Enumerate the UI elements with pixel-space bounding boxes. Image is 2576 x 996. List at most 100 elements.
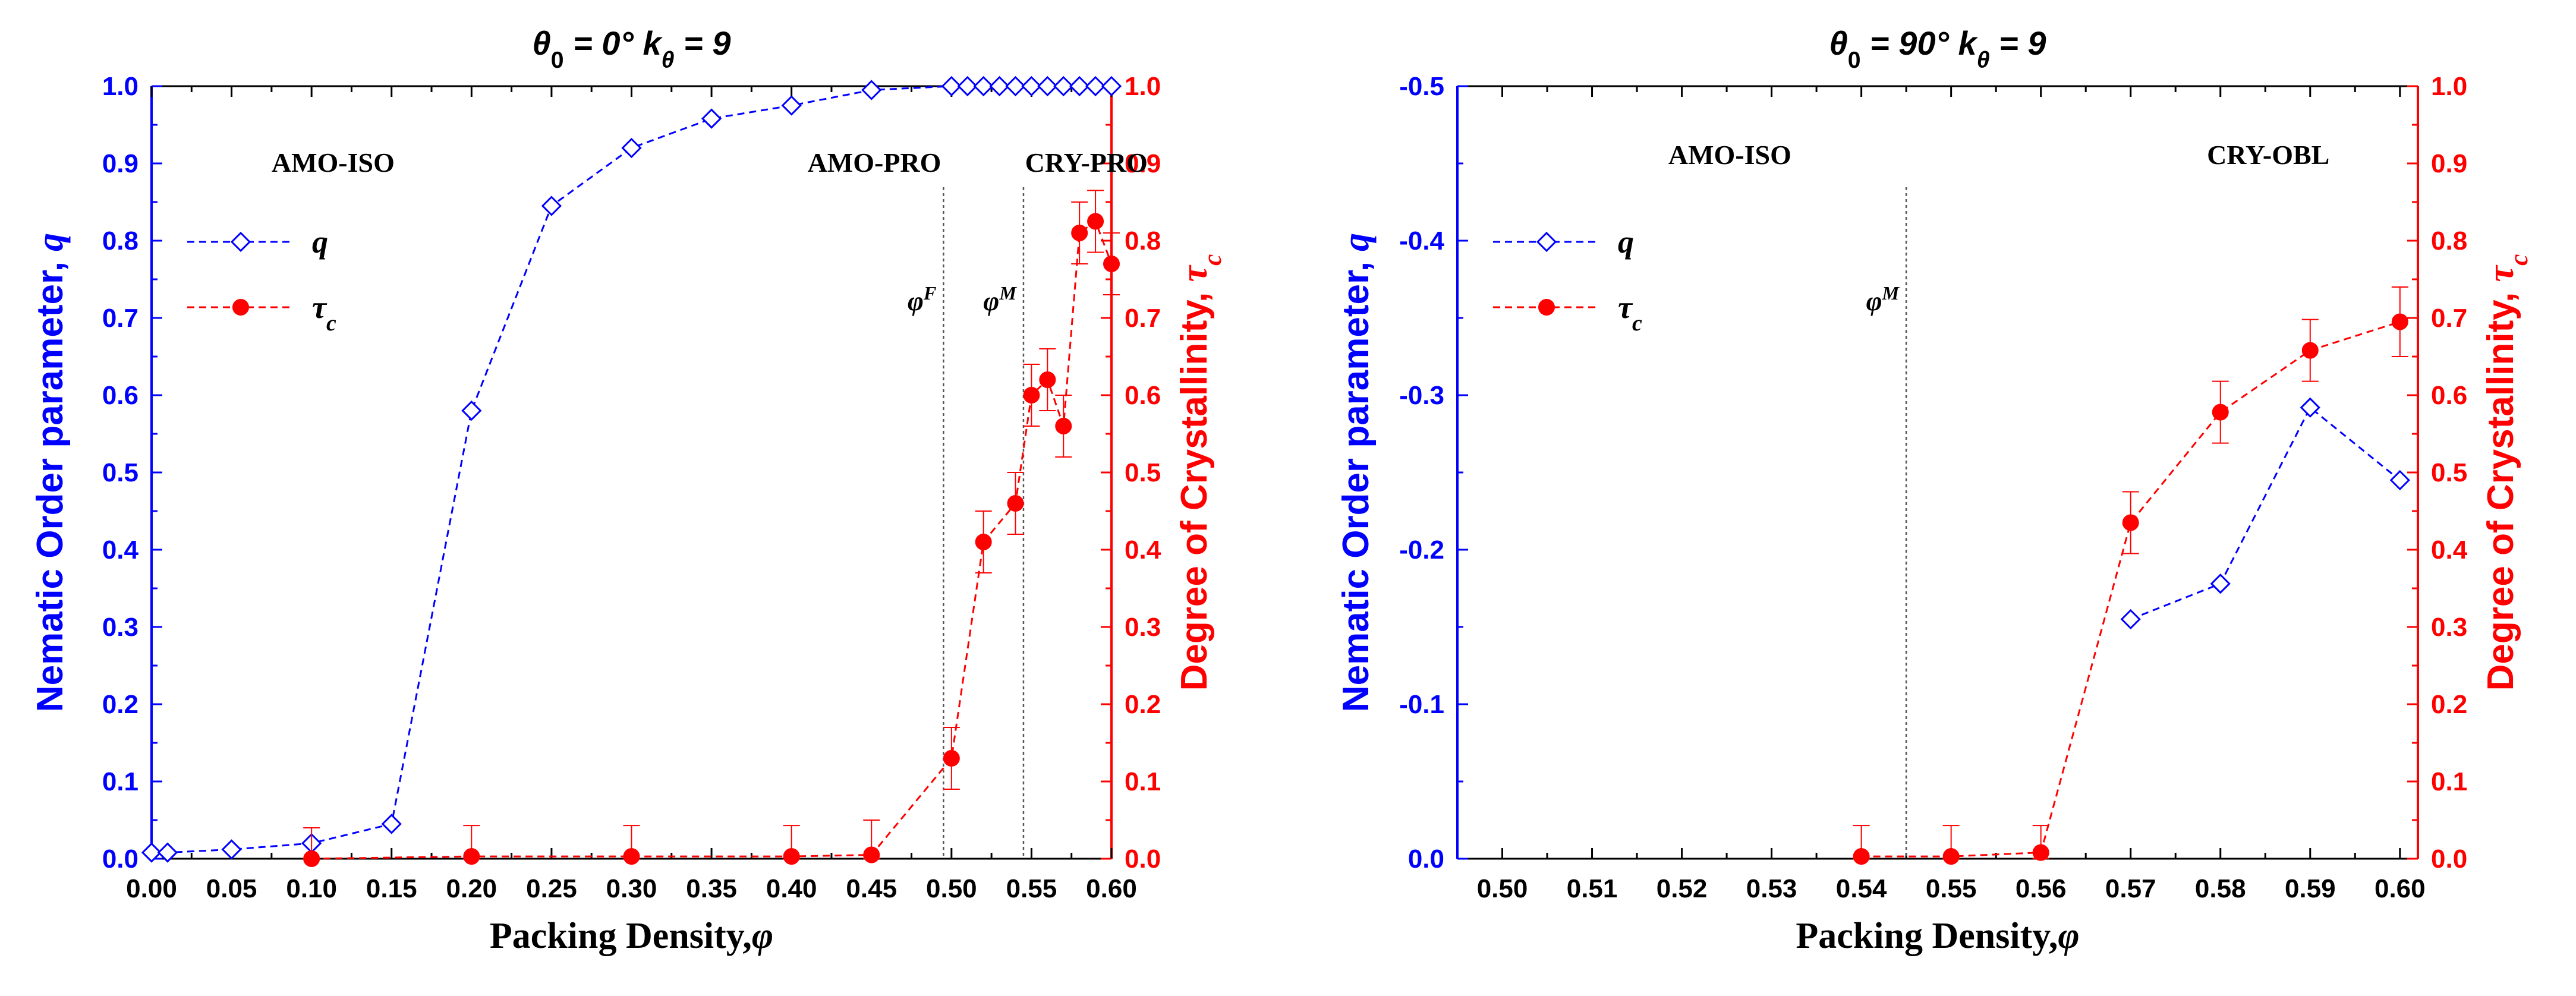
region-label: CRY-PRO bbox=[1025, 147, 1148, 178]
data-point bbox=[1942, 848, 1960, 865]
legend-label: q bbox=[312, 224, 328, 260]
region-label: AMO-ISO bbox=[1668, 140, 1791, 170]
data-point bbox=[943, 750, 960, 767]
x-tick-label: 0.54 bbox=[1836, 874, 1887, 903]
right-y-tick-label: 0.3 bbox=[1125, 613, 1161, 642]
series-line bbox=[2130, 406, 2401, 620]
data-point bbox=[463, 848, 480, 865]
left-y-tick-label: -0.4 bbox=[1399, 226, 1444, 256]
left-y-axis-label: Nematic Order parameter, q bbox=[30, 233, 71, 712]
data-point bbox=[1103, 256, 1120, 272]
x-tick-label: 0.40 bbox=[766, 874, 817, 903]
legend-marker bbox=[1538, 299, 1555, 316]
data-point bbox=[1085, 75, 1106, 97]
region-label: AMO-ISO bbox=[272, 147, 395, 178]
series-line bbox=[1861, 321, 2401, 858]
left-y-tick-label: 0.2 bbox=[102, 690, 138, 719]
series-tau-c bbox=[1853, 286, 2408, 865]
left-y-tick-label: 0.7 bbox=[102, 304, 138, 333]
x-tick-label: 0.00 bbox=[126, 874, 177, 903]
data-point bbox=[2389, 469, 2410, 491]
chart-title: θ0 = 0° kθ = 9 bbox=[533, 24, 731, 73]
right-y-tick-label: 0.9 bbox=[1125, 149, 1161, 178]
data-point bbox=[461, 400, 482, 421]
right-y-tick-label: 0.4 bbox=[1125, 535, 1161, 565]
chart-panel-2: θ0 = 90° kθ = 9 0.50 0.51 0.52 0.53 0.54 0.55 0… bbox=[1336, 24, 2533, 956]
x-tick-label: 0.10 bbox=[286, 874, 337, 903]
x-tick-label: 0.53 bbox=[1746, 874, 1797, 903]
data-point bbox=[2120, 609, 2141, 630]
left-y-tick-label: -0.1 bbox=[1399, 690, 1444, 719]
data-point bbox=[1021, 75, 1042, 97]
series-line bbox=[311, 220, 1113, 860]
right-y-tick-label: 0.8 bbox=[2431, 226, 2467, 256]
left-y-tick-label: 0.8 bbox=[102, 226, 138, 256]
x-tick-label: 0.05 bbox=[206, 874, 257, 903]
right-y-tick-label: 0.7 bbox=[2431, 304, 2467, 333]
x-tick-label: 0.58 bbox=[2195, 874, 2246, 903]
left-y-tick-label: 0.1 bbox=[102, 767, 138, 796]
right-y-tick-label: 0.0 bbox=[1125, 844, 1161, 874]
data-point bbox=[1005, 75, 1026, 97]
data-point bbox=[2210, 573, 2231, 594]
data-point bbox=[1055, 418, 1072, 434]
data-point bbox=[2391, 313, 2408, 330]
left-y-tick-label: 0.0 bbox=[1408, 844, 1444, 874]
data-point bbox=[1039, 371, 1056, 388]
data-point bbox=[141, 842, 162, 863]
data-point bbox=[1069, 75, 1090, 97]
data-point bbox=[781, 95, 802, 116]
left-y-tick-label: 1.0 bbox=[102, 72, 138, 101]
data-point bbox=[221, 839, 242, 860]
data-point bbox=[2300, 397, 2320, 418]
right-y-tick-label: 0.2 bbox=[2431, 690, 2467, 719]
right-y-tick-label: 1.0 bbox=[2431, 72, 2467, 101]
x-tick-label: 0.59 bbox=[2285, 874, 2336, 903]
right-y-tick-label: 0.6 bbox=[1125, 381, 1161, 410]
left-y-axis-label: Nematic Order parameter, q bbox=[1336, 233, 1377, 712]
transition-label: φM bbox=[983, 282, 1017, 316]
series-q bbox=[141, 75, 1122, 863]
data-point bbox=[861, 80, 882, 100]
transition-label: φM bbox=[1866, 282, 1900, 316]
region-label: AMO-PRO bbox=[808, 147, 941, 178]
right-y-tick-label: 0.8 bbox=[1125, 226, 1161, 256]
right-y-tick-label: 0.0 bbox=[2431, 844, 2467, 874]
data-point bbox=[541, 196, 562, 216]
data-point bbox=[941, 75, 962, 97]
series-tau-c bbox=[303, 190, 1120, 867]
data-point bbox=[973, 75, 994, 97]
right-y-axis-label: Degree of Crystallinity, τc bbox=[2480, 254, 2533, 691]
transition-label: φF bbox=[908, 282, 936, 316]
data-point bbox=[2122, 514, 2139, 531]
x-axis-label: Packing Density,φ bbox=[1796, 916, 2079, 956]
right-y-tick-label: 0.5 bbox=[1125, 458, 1161, 487]
data-point bbox=[1023, 387, 1040, 404]
right-y-tick-label: 0.2 bbox=[1125, 690, 1161, 719]
data-point bbox=[1101, 75, 1122, 97]
left-y-tick-label: 0.9 bbox=[102, 149, 138, 178]
data-point bbox=[1853, 848, 1870, 865]
left-y-tick-label: 0.4 bbox=[102, 535, 139, 565]
legend-marker bbox=[232, 299, 249, 316]
data-point bbox=[957, 75, 978, 97]
x-tick-label: 0.51 bbox=[1567, 874, 1618, 903]
right-y-tick-label: 0.5 bbox=[2431, 458, 2467, 487]
data-point bbox=[1053, 75, 1074, 97]
data-point bbox=[863, 846, 880, 863]
data-point bbox=[1007, 495, 1024, 512]
data-point bbox=[1037, 75, 1058, 97]
legend: q τc bbox=[1493, 224, 1642, 336]
right-y-tick-label: 1.0 bbox=[1125, 72, 1161, 101]
x-tick-label: 0.55 bbox=[1926, 874, 1977, 903]
right-y-axis-label: Degree of Crystallinity, τc bbox=[1174, 254, 1227, 691]
x-tick-label: 0.30 bbox=[606, 874, 657, 903]
right-y-tick-label: 0.4 bbox=[2431, 535, 2468, 565]
x-tick-label: 0.20 bbox=[446, 874, 497, 903]
x-tick-label: 0.60 bbox=[1086, 874, 1137, 903]
left-y-tick-label: -0.5 bbox=[1399, 72, 1444, 101]
x-tick-label: 0.35 bbox=[686, 874, 737, 903]
data-point bbox=[621, 137, 642, 159]
chart-panel-1: θ0 = 0° kθ = 9 0.00 0.05 0.10 0.15 0.20 0.25 0.… bbox=[30, 24, 1227, 956]
